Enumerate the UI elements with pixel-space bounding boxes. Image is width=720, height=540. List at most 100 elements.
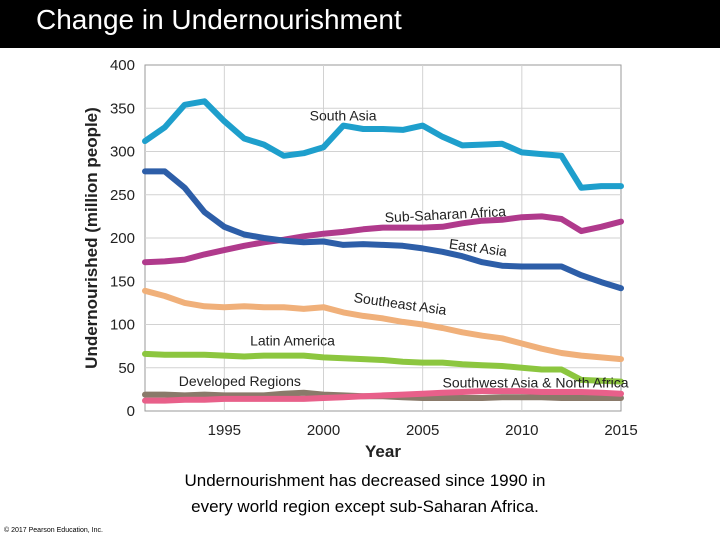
data-point-east-asia	[163, 170, 167, 173]
data-point-sub-saharan-africa	[262, 241, 266, 244]
data-point-east-asia	[302, 241, 305, 244]
data-point-southeast-asia	[322, 306, 325, 309]
data-point-latin-america	[381, 358, 385, 362]
caption-line-2: every world region except sub-Saharan Af…	[191, 497, 539, 516]
data-point-south-asia	[381, 127, 385, 131]
data-point-east-asia	[381, 243, 385, 247]
data-point-east-asia	[262, 236, 266, 240]
data-point-south-asia	[421, 124, 424, 127]
y-tick-label: 400	[110, 57, 135, 74]
data-point-southwest-asia-north-africa	[421, 392, 424, 395]
y-tick-label: 250	[110, 187, 135, 204]
data-point-east-asia	[520, 265, 524, 268]
data-point-south-asia	[540, 152, 543, 156]
data-point-east-asia	[401, 244, 405, 247]
data-point-east-asia	[441, 250, 444, 254]
data-point-latin-america	[520, 366, 524, 369]
x-tick-label: 1995	[208, 422, 241, 439]
data-point-latin-america	[441, 361, 444, 364]
data-point-east-asia	[599, 280, 603, 284]
data-point-southwest-asia-north-africa	[203, 398, 206, 401]
data-point-sub-saharan-africa	[163, 260, 167, 263]
data-point-latin-america	[302, 354, 305, 357]
data-point-southeast-asia	[342, 311, 345, 314]
data-point-southeast-asia	[183, 301, 186, 305]
data-point-east-asia	[500, 264, 504, 267]
data-point-sub-saharan-africa	[441, 225, 444, 228]
data-point-sub-saharan-africa	[302, 235, 305, 238]
data-point-southeast-asia	[302, 307, 305, 311]
data-point-developed-regions	[619, 396, 623, 400]
data-point-southwest-asia-north-africa	[500, 389, 504, 393]
y-tick-label: 50	[118, 360, 135, 377]
data-point-sub-saharan-africa	[560, 217, 563, 221]
data-point-sub-saharan-africa	[381, 226, 385, 229]
data-point-southwest-asia-north-africa	[619, 392, 623, 395]
data-point-southeast-asia	[163, 294, 167, 298]
data-point-southwest-asia-north-africa	[441, 391, 444, 395]
y-tick-label: 0	[127, 403, 135, 420]
copyright-notice: © 2017 Pearson Education, Inc.	[4, 527, 103, 534]
data-point-sub-saharan-africa	[500, 218, 504, 222]
data-point-south-asia	[183, 103, 186, 106]
data-point-south-asia	[342, 124, 345, 127]
data-point-south-asia	[361, 127, 365, 131]
data-point-east-asia	[421, 247, 424, 250]
data-point-latin-america	[461, 363, 464, 366]
data-point-southeast-asia	[441, 326, 444, 330]
data-point-south-asia	[242, 137, 246, 140]
data-point-east-asia	[242, 233, 246, 236]
data-point-southwest-asia-north-africa	[262, 397, 266, 401]
data-point-southeast-asia	[282, 306, 286, 309]
data-point-east-asia	[282, 239, 286, 242]
data-point-southwest-asia-north-africa	[163, 399, 167, 402]
data-point-southwest-asia-north-africa	[381, 394, 385, 397]
data-point-sub-saharan-africa	[401, 226, 405, 229]
data-point-east-asia	[560, 265, 563, 268]
slide-title: Change in Undernourishment	[36, 4, 402, 35]
data-point-east-asia	[143, 170, 147, 173]
data-point-developed-regions	[599, 396, 603, 400]
data-point-south-asia	[520, 151, 524, 154]
data-point-developed-regions	[580, 396, 583, 400]
data-point-east-asia	[480, 261, 484, 264]
data-point-south-asia	[500, 142, 504, 145]
data-point-south-asia	[163, 126, 167, 129]
data-point-southeast-asia	[500, 337, 504, 340]
data-point-east-asia	[342, 243, 345, 247]
data-point-southeast-asia	[203, 305, 206, 308]
data-point-developed-regions	[560, 396, 563, 400]
data-point-southeast-asia	[401, 320, 405, 324]
data-point-east-asia	[223, 225, 226, 228]
data-point-east-asia	[322, 240, 325, 243]
data-point-latin-america	[500, 364, 504, 368]
data-point-developed-regions	[461, 396, 464, 400]
data-point-developed-regions	[183, 394, 186, 397]
data-point-sub-saharan-africa	[580, 229, 583, 233]
data-point-southeast-asia	[540, 347, 543, 350]
series-annotation: Southwest Asia & North Africa	[443, 375, 629, 391]
data-point-latin-america	[282, 354, 286, 357]
y-tick-label: 150	[110, 273, 135, 290]
x-tick-label: 2010	[505, 422, 538, 439]
series-layer	[142, 98, 624, 404]
data-point-south-asia	[302, 152, 305, 155]
data-point-sub-saharan-africa	[242, 244, 246, 247]
series-annotation: South Asia	[310, 107, 377, 123]
data-point-south-asia	[143, 139, 147, 143]
data-point-south-asia	[262, 143, 266, 146]
y-tick-label: 350	[110, 100, 135, 117]
data-point-latin-america	[163, 353, 167, 356]
caption-line-1: Undernourishment has decreased since 199…	[184, 471, 546, 490]
data-point-south-asia	[619, 184, 623, 188]
axis-layer: 0 50 100 150 200 250 300 350 400 1995 2000 2005 2010…	[110, 57, 638, 439]
data-point-southwest-asia-north-africa	[520, 389, 524, 393]
data-point-latin-america	[143, 352, 147, 356]
data-point-sub-saharan-africa	[361, 228, 365, 231]
data-point-developed-regions	[203, 393, 206, 396]
data-point-southwest-asia-north-africa	[302, 397, 305, 401]
data-point-south-asia	[599, 184, 603, 188]
data-point-sub-saharan-africa	[342, 230, 345, 234]
y-tick-label: 300	[110, 144, 135, 161]
data-point-southwest-asia-north-africa	[282, 397, 286, 401]
